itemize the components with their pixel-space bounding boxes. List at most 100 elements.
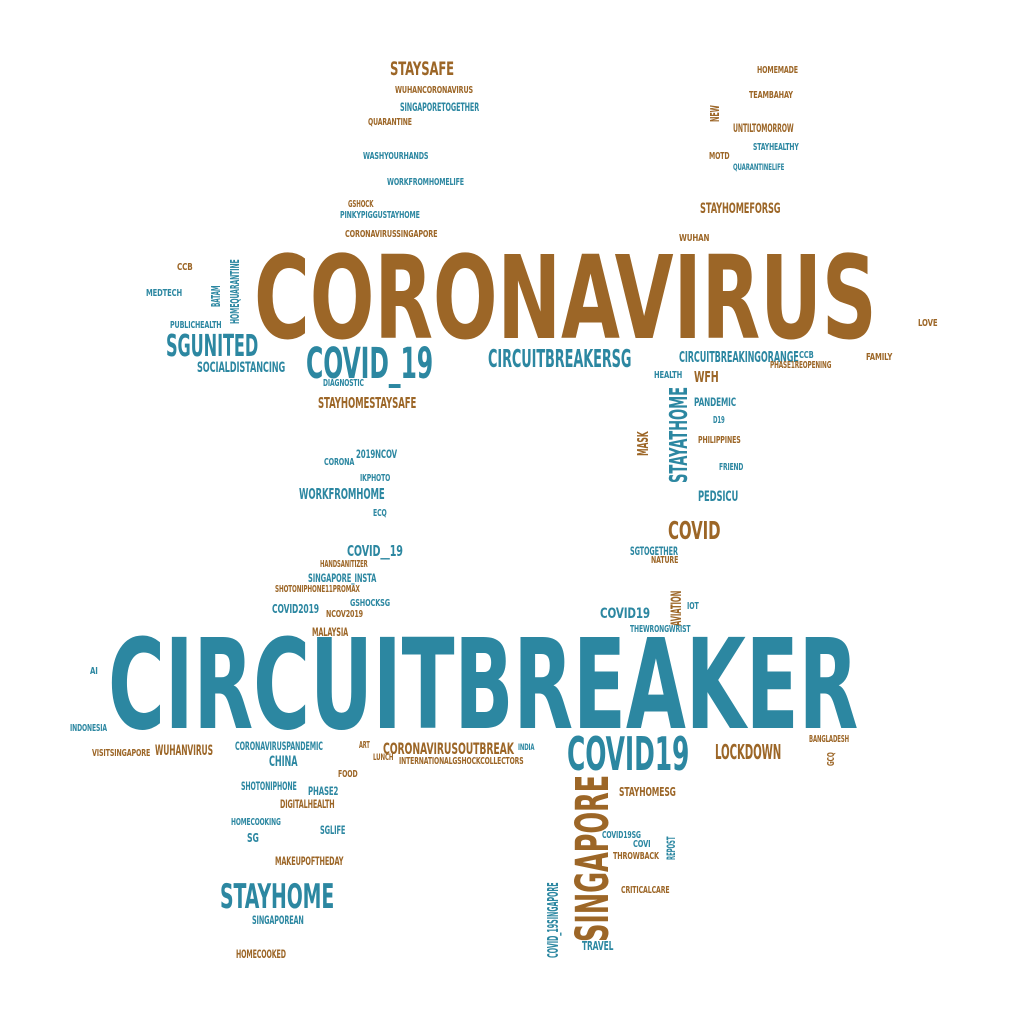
word-covid19: COVID19 — [600, 606, 650, 623]
word-socialdistancing: SOCIALDISTANCING — [197, 360, 286, 377]
word-repost: REPOST — [664, 836, 678, 860]
word-family: FAMILY — [866, 351, 893, 363]
word-stayhomeforsg: STAYHOMEFORSG — [700, 201, 781, 218]
word-singaporetogether: SINGAPORETOGETHER — [400, 100, 480, 114]
word-malaysia: MALAYSIA — [312, 625, 349, 639]
word-indonesia: INDONESIA — [70, 722, 107, 734]
word-phase1reopening: PHASE1REOPENING — [770, 359, 832, 371]
word-art: ART — [359, 739, 370, 751]
word-gcq: GCQ — [825, 752, 837, 766]
word-gshocksg: GSHOCKSG — [350, 597, 390, 609]
word-quarantinelife: QUARANTINELIFE — [733, 162, 785, 173]
word-homequarantine: HOMEQUARANTINE — [226, 259, 242, 324]
word-staysafe: STAYSAFE — [390, 58, 455, 80]
word-digitalhealth: DIGITALHEALTH — [280, 797, 335, 811]
word-throwback: THROWBACK — [613, 850, 659, 862]
word-washyourhands: WASHYOURHANDS — [363, 150, 429, 162]
word-criticalcare: CRITICALCARE — [621, 884, 670, 896]
word-coronavirussingapore: CORONAVIRUSSINGAPORE — [345, 228, 438, 240]
word-stayathome: STAYATHOME — [664, 387, 693, 483]
word-travel: TRAVEL — [582, 937, 614, 953]
word-homemade: HOMEMADE — [757, 64, 798, 76]
word-aviation: AVIATION — [669, 590, 686, 626]
word-handsanitizer: HANDSANITIZER — [320, 558, 368, 570]
word-phase2: PHASE2 — [308, 784, 339, 798]
word-love: LOVE — [918, 317, 938, 329]
word-friend: FRIEND — [719, 461, 744, 473]
word-workfromhome: WORKFROMHOME — [299, 485, 385, 504]
word-homecooked: HOMECOOKED — [236, 947, 286, 961]
word-singapore: SINGAPORE — [565, 775, 619, 942]
word-coronaviruspandemic: CORONAVIRUSPANDEMIC — [235, 739, 323, 753]
word-wuhanvirus: WUHANVIRUS — [155, 743, 213, 760]
word-iot: IOT — [687, 600, 699, 612]
word-thewrongwrist: THEWRONGWRIST — [630, 623, 691, 635]
word-corona: CORONA — [324, 456, 355, 468]
word-medtech: MEDTECH — [146, 287, 183, 299]
word-nature: NATURE — [651, 554, 679, 566]
word-pandemic: PANDEMIC — [694, 395, 736, 409]
word-wuhan: WUHAN — [679, 232, 710, 244]
word-ikphoto: IKPHOTO — [360, 472, 391, 484]
word-d19: D19 — [713, 414, 725, 426]
word-wfh: WFH — [694, 368, 719, 387]
word-ai: AI — [90, 665, 98, 677]
word-circuitbreaker: CIRCUITBREAKER — [108, 613, 859, 758]
word-covid19sg: COVID19SG — [602, 829, 641, 841]
word-sgtogether: SGTOGETHER — [630, 544, 678, 558]
word-stayhomestaysafe: STAYHOMESTAYSAFE — [318, 394, 417, 413]
word-motd: MOTD — [709, 150, 730, 162]
word-stayhomesg: STAYHOMESG — [619, 783, 676, 799]
word-mask: MASK — [634, 431, 653, 456]
word-diagnostic: DIAGNOSTIC — [323, 377, 364, 389]
word-circuitbreakingorange: CIRCUITBREAKINGORANGE — [679, 348, 799, 367]
word-china: CHINA — [269, 754, 298, 771]
word-covid2019: COVID2019 — [272, 600, 319, 616]
word-batam: BATAM — [207, 285, 223, 307]
word-ecq: ECQ — [373, 507, 387, 519]
word-visitsingapore: VISITSINGAPORE — [92, 747, 151, 759]
word-coronavirusoutbreak: CORONAVIRUSOUTBREAK — [383, 739, 514, 759]
word-untiltomorrow: UNTILTOMORROW — [733, 121, 794, 135]
word-health: HEALTH — [654, 369, 683, 381]
word-wuhancoronavirus: WUHANCORONAVIRUS — [395, 84, 473, 96]
word-new: NEW — [706, 105, 722, 122]
word-sg: SG — [247, 829, 259, 845]
word-india: INDIA — [518, 742, 535, 753]
word-lunch: LUNCH — [373, 752, 394, 763]
word-workfromhomelife: WORKFROMHOMELIFE — [387, 176, 464, 188]
word-covid-19: COVID__19 — [347, 542, 403, 561]
word-covid19: COVID19 — [567, 727, 690, 782]
word-circuitbreakersg: CIRCUITBREAKERSG — [488, 344, 632, 373]
word-ccb: CCB — [177, 261, 193, 273]
word-bangladesh: BANGLADESH — [809, 733, 849, 745]
word-internationalgshockcollectors: INTERNATIONALGSHOCKCOLLECTORS — [399, 755, 524, 767]
word-shotoniphone11promax: SHOTONIPHONE11PROMAX — [275, 583, 360, 595]
word-stayhealthy: STAYHEALTHY — [753, 141, 799, 153]
word-pinkypiggustayhome: PINKYPIGGUSTAYHOME — [340, 209, 420, 221]
word-lockdown: LOCKDOWN — [715, 739, 782, 764]
word-stayhome: STAYHOME — [220, 876, 335, 916]
word-sglife: SGLIFE — [320, 823, 346, 837]
word-quarantine: QUARANTINE — [368, 116, 412, 128]
word-gshock: GSHOCK — [348, 198, 374, 210]
word-teambahay: TEAMBAHAY — [749, 89, 793, 101]
word-covid-19: COVID_19 — [306, 339, 434, 389]
word-food: FOOD — [338, 768, 358, 780]
word-singapore-insta: SINGAPORE_INSTA — [308, 571, 377, 585]
word-shotoniphone: SHOTONIPHONE — [241, 779, 297, 793]
word-ccb: CCB — [799, 349, 814, 361]
word-covi: COVI — [633, 838, 651, 850]
word-covid-19singapore: COVID_19SINGAPORE — [544, 882, 563, 958]
word-philippines: PHILIPPINES — [698, 434, 741, 446]
word-singaporean: SINGAPOREAN — [252, 913, 304, 927]
word-homecooking: HOMECOOKING — [231, 816, 281, 828]
word-coronavirus: CORONAVIRUS — [254, 232, 877, 367]
word-sgunited: SGUNITED — [166, 329, 259, 365]
word-publichealth: PUBLICHEALTH — [170, 319, 222, 331]
word-ncov2019: NCOV2019 — [326, 608, 363, 620]
word-makeupoftheday: MAKEUPOFTHEDAY — [275, 854, 344, 868]
word-2019ncov: 2019NCOV — [356, 447, 398, 461]
word-covid: COVID — [668, 516, 721, 545]
